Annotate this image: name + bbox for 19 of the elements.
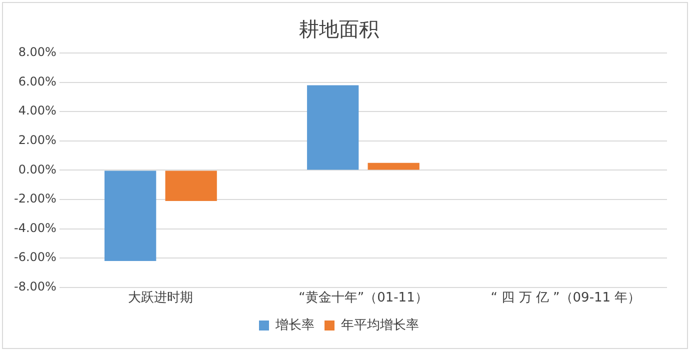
x-tick-label: “ 四 万 亿 ”（09-11 年）: [490, 290, 641, 306]
bar: [104, 170, 156, 262]
y-tick-label: 8.00%: [18, 45, 56, 60]
y-tick-label: 4.00%: [18, 104, 56, 118]
bar: [307, 85, 359, 170]
y-tick-label: -4.00%: [14, 220, 56, 235]
x-tick-label: 大跃进时期: [128, 290, 194, 306]
y-tick-label: -2.00%: [14, 192, 56, 206]
y-tick-label: -6.00%: [14, 250, 56, 264]
bar: [368, 162, 420, 170]
legend-label: 年平均增长率: [341, 316, 419, 333]
y-tick-label: 0.00%: [18, 162, 56, 176]
y-tick-label: 2.00%: [18, 133, 56, 148]
legend-label: 增长率: [274, 316, 314, 333]
chart-title: 耕地面积: [299, 17, 379, 42]
bar: [165, 170, 217, 201]
y-tick-label: -8.00%: [14, 280, 56, 294]
x-tick-label: “黄金十年”（01-11）: [298, 290, 428, 306]
y-tick-label: 6.00%: [18, 74, 56, 88]
